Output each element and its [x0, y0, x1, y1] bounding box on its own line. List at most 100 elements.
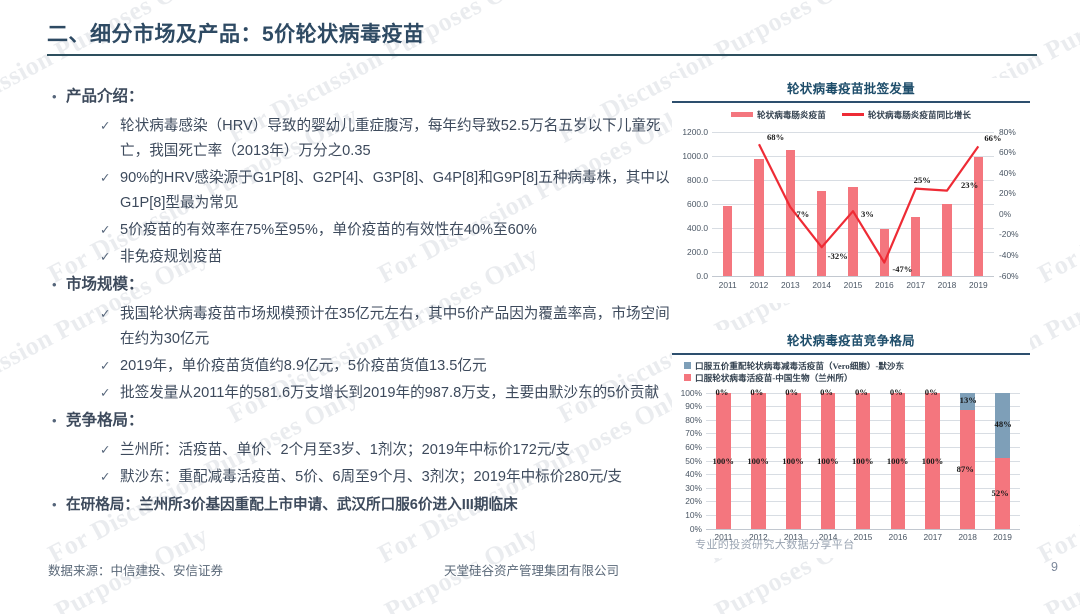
x-axis-tick-label: 2014: [812, 279, 831, 290]
y-axis-tick-label: 70%: [685, 428, 702, 439]
bullet-level1: • 竞争格局：: [52, 408, 677, 434]
y-axis-tick-label: 1200.0: [682, 126, 708, 137]
line-data-label: -47%: [892, 264, 913, 275]
chart-bar: [942, 204, 952, 276]
y2-axis-tick-label: -20%: [999, 229, 1019, 240]
y-axis-tick-label: 200.0: [687, 246, 708, 257]
y2-axis-tick-label: 40%: [999, 167, 1016, 178]
check-icon: ✓: [100, 386, 111, 400]
x-axis-tick-label: 2011: [718, 279, 737, 290]
stacked-label-lanzhou: 100%: [712, 455, 734, 466]
growth-rate-line: [758, 143, 980, 264]
check-icon: ✓: [100, 223, 111, 237]
stacked-label-lanzhou: 87%: [956, 464, 974, 475]
x-axis-tick-label: 2013: [781, 279, 800, 290]
bullet-level2-label: 我国轮状病毒疫苗市场规模预计在35亿元左右，其中5价产品因为覆盖率高，市场空间在…: [120, 306, 670, 347]
x-axis-line: [712, 275, 994, 277]
y2-axis-tick-label: -60%: [999, 270, 1019, 281]
y-axis-tick-label: 0.0: [696, 270, 708, 281]
check-icon: ✓: [100, 307, 111, 321]
bullet-level2: ✓ 轮状病毒感染（HRV）导致的婴幼儿重症腹泻，每年约导致52.5万名五岁以下儿童…: [52, 114, 677, 164]
x-axis-tick-label: 2015: [843, 279, 863, 290]
chart-bar-lanzhou: [785, 392, 801, 529]
x-axis-tick-label: 2019: [969, 279, 988, 290]
chart-top-legend: 轮状病毒肠炎疫苗 轮状病毒肠炎疫苗同比增长: [672, 109, 1030, 121]
x-axis-tick-label: 2016: [875, 279, 894, 290]
bullet-bold-phase3: III期临床: [461, 497, 518, 513]
chart-bar-lanzhou: [820, 392, 836, 529]
bullet-level1: • 产品介绍：: [52, 84, 677, 110]
y-axis-tick-label: 90%: [685, 401, 702, 412]
chart-top-plot: 0.0 200.0 400.0 600.0 800.0 1000.0 1200.0 -60% -…: [672, 124, 1030, 296]
chart-panel-batch-issuance: 轮状病毒疫苗批签发量 轮状病毒肠炎疫苗 轮状病毒肠炎疫苗同比增长 0.0 200.…: [672, 78, 1030, 303]
stacked-label-lanzhou: 100%: [747, 455, 769, 466]
line-data-label: 66%: [984, 132, 1002, 143]
page-title: 二、细分市场及产品：5价轮状病毒疫苗: [47, 23, 425, 46]
y-axis-tick-label: 50%: [685, 455, 702, 466]
check-icon: ✓: [100, 119, 111, 133]
stacked-label-merck: 0%: [750, 386, 764, 397]
stacked-label-lanzhou: 100%: [921, 455, 944, 466]
footer-organization: 天堂硅谷资产管理集团有限公司: [444, 564, 620, 578]
chart-bot-rule: [672, 353, 1030, 355]
bullet-dot-icon: •: [52, 277, 57, 292]
platform-tagline: 专业的投资研究大数据分享平台: [695, 539, 855, 551]
chart-top-rule: [672, 101, 1030, 103]
stacked-label-merck: 0%: [924, 386, 938, 397]
y-axis-tick-label: 1000.0: [682, 150, 708, 161]
bullet-research-label: 在研格局：兰州所3价基因重配上市申请、武汉所口服6价进入III期临床: [66, 497, 518, 513]
legend-item-line: 轮状病毒肠炎疫苗同比增长: [841, 109, 971, 121]
bullet-level2-label: 非免疫规划疫苗: [120, 249, 223, 265]
bullet-level2-label: 默沙东：重配减毒活疫苗、5价、6周至9个月、3剂次；2019年中标价280元/支: [120, 469, 622, 485]
legend-bar-label: 轮状病毒肠炎疫苗: [757, 109, 826, 120]
stacked-label-merck: 48%: [994, 419, 1012, 430]
legend-item-lanzhou: 口服轮状病毒活疫苗-中国生物（兰州所）: [684, 372, 1030, 384]
y-axis-tick-label: 40%: [685, 469, 702, 480]
bullet-level2: ✓ 90%的HRV感染源于G1P[8]、G2P[4]、G3P[8]、G4P[8]和…: [52, 166, 677, 216]
stacked-label-merck: 0%: [715, 386, 729, 397]
x-axis-tick-label: 2012: [749, 279, 769, 290]
line-data-label: 3%: [861, 208, 874, 219]
bullet-bold-market-application: 上市申请: [263, 497, 323, 513]
x-axis-tick-label: 2013: [783, 531, 803, 542]
bullet-level2: ✓ 非免疫规划疫苗: [52, 245, 677, 270]
chart-bar: [848, 187, 858, 276]
check-icon: ✓: [100, 470, 111, 484]
stacked-label-lanzhou: 52%: [991, 488, 1009, 499]
title-underline: [47, 54, 1037, 57]
line-data-label: -32%: [827, 250, 848, 261]
bullet-dot-icon: •: [52, 497, 57, 512]
legend-item-bar: 轮状病毒肠炎疫苗: [731, 109, 826, 121]
y-axis-tick-label: 400.0: [687, 222, 708, 233]
legend-line-label: 轮状病毒肠炎疫苗同比增长: [867, 109, 971, 120]
x-axis-tick-label: 2011: [714, 531, 733, 542]
chart-bar: [910, 217, 921, 276]
x-axis-tick-label: 2014: [818, 531, 838, 542]
bullet-level1-label: 市场规模：: [66, 276, 144, 293]
slide-footer: 数据来源：中信建投、安信证券 天堂硅谷资产管理集团有限公司 9: [0, 560, 1080, 586]
bullet-dot-icon: •: [52, 89, 57, 104]
line-data-label: 68%: [767, 131, 785, 142]
content-body: • 产品介绍： ✓ 轮状病毒感染（HRV）导致的婴幼儿重症腹泻，每年约导致52.5万名…: [52, 84, 677, 522]
bullet-level2: ✓ 我国轮状病毒疫苗市场规模预计在35亿元左右，其中5价产品因为覆盖率高，市场空间…: [52, 302, 677, 352]
x-axis-line: [706, 528, 1020, 530]
chart-bar: [785, 150, 796, 276]
bullet-level2: ✓ 兰州所：活疫苗、单价、2个月至3岁、1剂次；2019年中标价172元/支: [52, 438, 677, 463]
footer-source: 数据来源：中信建投、安信证券: [48, 564, 224, 578]
stacked-label-merck: 0%: [785, 386, 799, 397]
y2-axis-tick-label: 60%: [999, 147, 1016, 158]
chart-bar-lanzhou: [890, 392, 906, 529]
x-axis-tick-label: 2012: [748, 531, 768, 542]
y2-axis-tick-label: 0%: [999, 208, 1012, 219]
y-axis-tick-label: 20%: [685, 496, 702, 507]
chart-bot-legend: 口服五价重配轮状病毒减毒活疫苗（Vero细胞）-默沙东 口服轮状病毒活疫苗-中国…: [684, 360, 1030, 384]
chart-bot-title: 轮状病毒疫苗竞争格局: [786, 334, 915, 348]
chart-top-header: 轮状病毒疫苗批签发量: [672, 78, 1030, 103]
legend-lanzhou-swatch-icon: [684, 374, 691, 382]
chart-bot-header: 轮状病毒疫苗竞争格局: [672, 330, 1030, 355]
bullet-level2: ✓ 批签发量从2011年的581.6万支增长到2019年的987.8万支，主要由默…: [52, 381, 677, 406]
chart-bar-lanzhou: [960, 410, 975, 529]
x-axis-tick-label: 2017: [923, 531, 943, 542]
chart-bar-lanzhou: [995, 457, 1010, 529]
